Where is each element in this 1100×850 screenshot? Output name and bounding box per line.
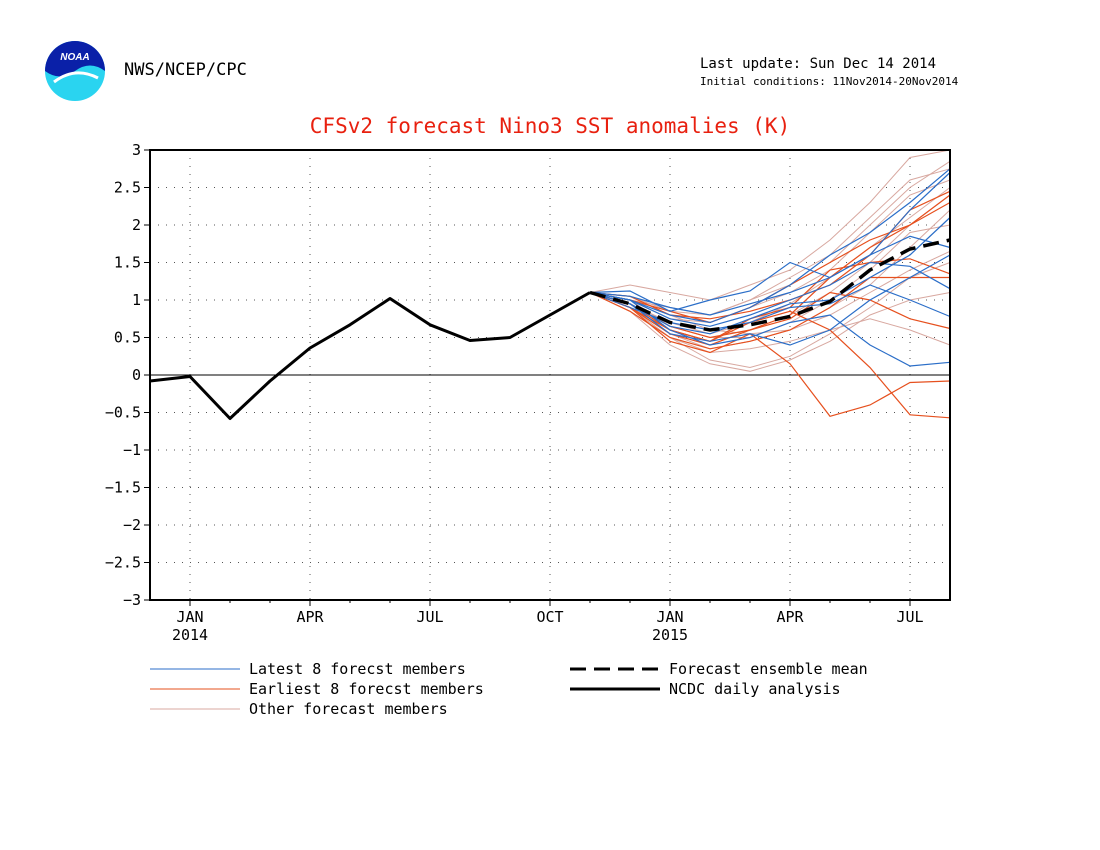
y-tick-label: −0.5: [105, 404, 141, 422]
y-tick-label: 1: [132, 291, 141, 309]
earliest-member-line: [589, 291, 951, 346]
x-tick-label: JAN: [176, 608, 203, 626]
other-member-line: [589, 292, 951, 372]
latest-member-line: [589, 172, 951, 312]
x-tick-label: JAN: [656, 608, 683, 626]
chart-title: CFSv2 forecast Nino3 SST anomalies (K): [309, 114, 791, 138]
latest-member-line: [589, 254, 951, 346]
legend-label-analysis: NCDC daily analysis: [669, 680, 841, 698]
latest-member-line: [589, 217, 951, 335]
y-tick-label: 2.5: [114, 179, 141, 197]
y-tick-label: −1.5: [105, 479, 141, 497]
x-tick-label: OCT: [536, 608, 563, 626]
latest-member-line: [589, 235, 951, 316]
y-tick-label: 2: [132, 216, 141, 234]
earliest-member-line: [589, 276, 950, 350]
x-year-label: 2014: [172, 626, 208, 644]
latest-member-line: [589, 168, 951, 324]
y-tick-label: −3: [123, 591, 141, 609]
noaa-logo: NOAA: [44, 40, 106, 102]
other-member-line: [589, 292, 951, 354]
y-tick-label: −2.5: [105, 554, 141, 572]
y-tick-label: 3: [132, 141, 141, 159]
x-tick-label: JUL: [896, 608, 923, 626]
x-year-label: 2015: [652, 626, 688, 644]
plot-frame: [149, 149, 951, 601]
legend-label-earliest: Earliest 8 forecst members: [249, 680, 484, 698]
ensemble-mean-line: [589, 238, 951, 332]
svg-text:NOAA: NOAA: [60, 52, 89, 63]
analysis-line: [149, 291, 591, 420]
x-tick-label: JUL: [416, 608, 443, 626]
other-member-line: [589, 168, 951, 316]
x-tick-label: APR: [776, 608, 804, 626]
last-update: Last update: Sun Dec 14 2014: [700, 56, 937, 72]
initial-conditions: Initial conditions: 11Nov2014-20Nov2014: [700, 75, 959, 88]
x-tick-label: APR: [296, 608, 324, 626]
y-tick-label: 1.5: [114, 254, 141, 272]
y-tick-label: −2: [123, 516, 141, 534]
other-member-line: [589, 149, 951, 301]
y-tick-label: 0.5: [114, 329, 141, 347]
y-tick-label: −1: [123, 441, 141, 459]
earliest-member-line: [589, 291, 951, 419]
y-tick-label: 0: [132, 366, 141, 384]
legend-label-latest: Latest 8 forecst members: [249, 660, 466, 678]
latest-member-line: [589, 261, 951, 327]
legend-label-other: Other forecast members: [249, 700, 448, 718]
legend-label-mean: Forecast ensemble mean: [669, 660, 868, 678]
agency-label: NWS/NCEP/CPC: [124, 60, 247, 80]
